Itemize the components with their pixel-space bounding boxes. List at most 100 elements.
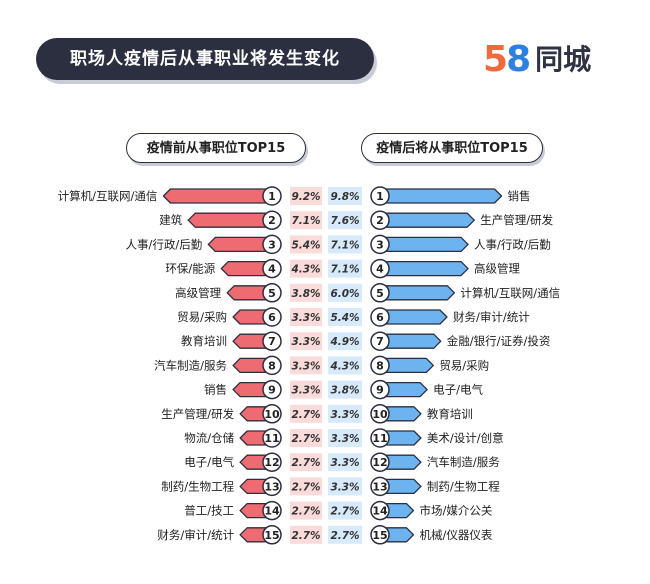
right-bar (379, 188, 503, 204)
left-value-band (290, 477, 322, 496)
left-value-label: 2.7% (291, 506, 320, 518)
right-category-label: 美术/设计/创意 (427, 431, 504, 445)
left-value-band (290, 308, 322, 326)
right-rank-label: 3 (376, 238, 384, 251)
right-value-band (328, 308, 362, 326)
right-rank-label: 7 (376, 335, 384, 348)
right-bar (379, 285, 456, 301)
left-value-band (290, 429, 322, 447)
left-rank-label: 15 (264, 529, 279, 542)
left-rank-circle (262, 379, 282, 400)
right-category-label: 计算机/互联网/通信 (460, 286, 560, 300)
left-value-label: 5.4% (291, 239, 320, 251)
right-rank-circle (370, 234, 390, 255)
left-value-label: 2.7% (291, 481, 320, 493)
right-bar (379, 454, 422, 470)
brand-logo: 5 8 同城 (483, 40, 591, 80)
right-rank-label: 2 (376, 214, 384, 227)
right-rank-label: 11 (372, 432, 387, 445)
left-bar (232, 333, 273, 349)
right-rank-label: 4 (376, 263, 384, 276)
left-rank-label: 6 (268, 311, 276, 324)
right-value-label: 4.9% (329, 336, 359, 348)
logo-digit-8: 8 (506, 39, 532, 80)
right-rank-circle (370, 428, 390, 448)
left-rank-circle (262, 258, 282, 279)
right-category-label: 教育培训 (427, 407, 473, 421)
right-rank-label: 14 (372, 505, 388, 518)
left-value-label: 4.3% (290, 264, 320, 276)
right-value-label: 3.8% (330, 385, 359, 397)
left-value-label: 9.2% (291, 191, 320, 203)
right-rank-circle (370, 404, 390, 424)
left-category-label: 人事/行政/后勤 (126, 237, 203, 251)
left-bar (232, 309, 273, 325)
right-value-label: 3.3% (330, 409, 359, 421)
right-rank-circle (370, 452, 390, 472)
left-bar (239, 527, 273, 543)
right-value-label: 9.8% (330, 191, 359, 203)
right-rank-circle (370, 379, 390, 400)
left-value-band (290, 332, 322, 351)
left-value-band (290, 187, 322, 205)
left-rank-circle (262, 404, 282, 424)
left-category-label: 教育培训 (181, 334, 227, 348)
left-rank-label: 7 (268, 335, 276, 348)
left-value-band (290, 283, 322, 302)
right-bar (379, 406, 422, 422)
right-value-label: 7.6% (330, 215, 359, 227)
left-rank-circle (262, 428, 282, 448)
right-value-label: 3.3% (330, 457, 359, 469)
right-rank-label: 6 (376, 311, 384, 324)
right-value-label: 3.3% (330, 481, 359, 493)
left-rank-circle (262, 234, 282, 255)
right-rank-circle (370, 476, 390, 497)
right-rank-circle (370, 500, 390, 521)
right-rank-label: 10 (372, 408, 388, 421)
left-rank-label: 14 (264, 505, 280, 518)
right-value-band (328, 259, 362, 278)
right-value-label: 2.7% (330, 506, 359, 518)
right-rank-circle (370, 258, 390, 279)
left-value-band (290, 356, 322, 375)
left-value-label: 2.7% (291, 409, 320, 421)
left-category-label: 建筑 (159, 213, 182, 227)
right-value-label: 3.3% (330, 433, 359, 445)
left-bar (187, 212, 273, 228)
left-category-label: 财务/审计/统计 (157, 528, 234, 542)
right-value-band (328, 235, 362, 254)
right-bar (379, 478, 422, 495)
left-bar (239, 502, 273, 519)
left-rank-circle (262, 186, 282, 206)
left-rank-label: 2 (268, 214, 276, 227)
left-value-band (290, 380, 322, 399)
right-value-label: 4.3% (329, 360, 359, 372)
chart-title: 职场人疫情后从事职业将发生变化 (36, 38, 374, 80)
left-bar (162, 188, 273, 204)
left-rank-label: 11 (264, 432, 279, 445)
left-bar (239, 454, 273, 470)
left-rank-circle (262, 500, 282, 521)
right-value-band (328, 501, 362, 520)
right-value-label: 7.1% (330, 264, 359, 276)
right-category-label: 机械/仪器仪表 (419, 528, 492, 542)
left-category-label: 销售 (204, 383, 227, 397)
left-bar (239, 406, 273, 422)
right-value-band (328, 211, 362, 230)
left-value-band (290, 501, 322, 520)
left-category-label: 计算机/互联网/通信 (58, 189, 158, 203)
left-bar (232, 381, 273, 398)
left-category-label: 普工/技工 (184, 504, 234, 518)
left-rank-label: 5 (268, 287, 276, 300)
left-bar (226, 285, 273, 301)
left-rank-label: 13 (264, 480, 279, 493)
right-category-label: 销售 (508, 189, 531, 203)
logo-digit-5: 5 (483, 39, 509, 80)
left-value-band (290, 404, 322, 423)
right-rank-circle (370, 307, 390, 327)
left-rank-label: 8 (268, 359, 276, 372)
right-bar (379, 430, 422, 446)
left-category-label: 高级管理 (175, 286, 221, 300)
left-rank-circle (262, 525, 282, 545)
